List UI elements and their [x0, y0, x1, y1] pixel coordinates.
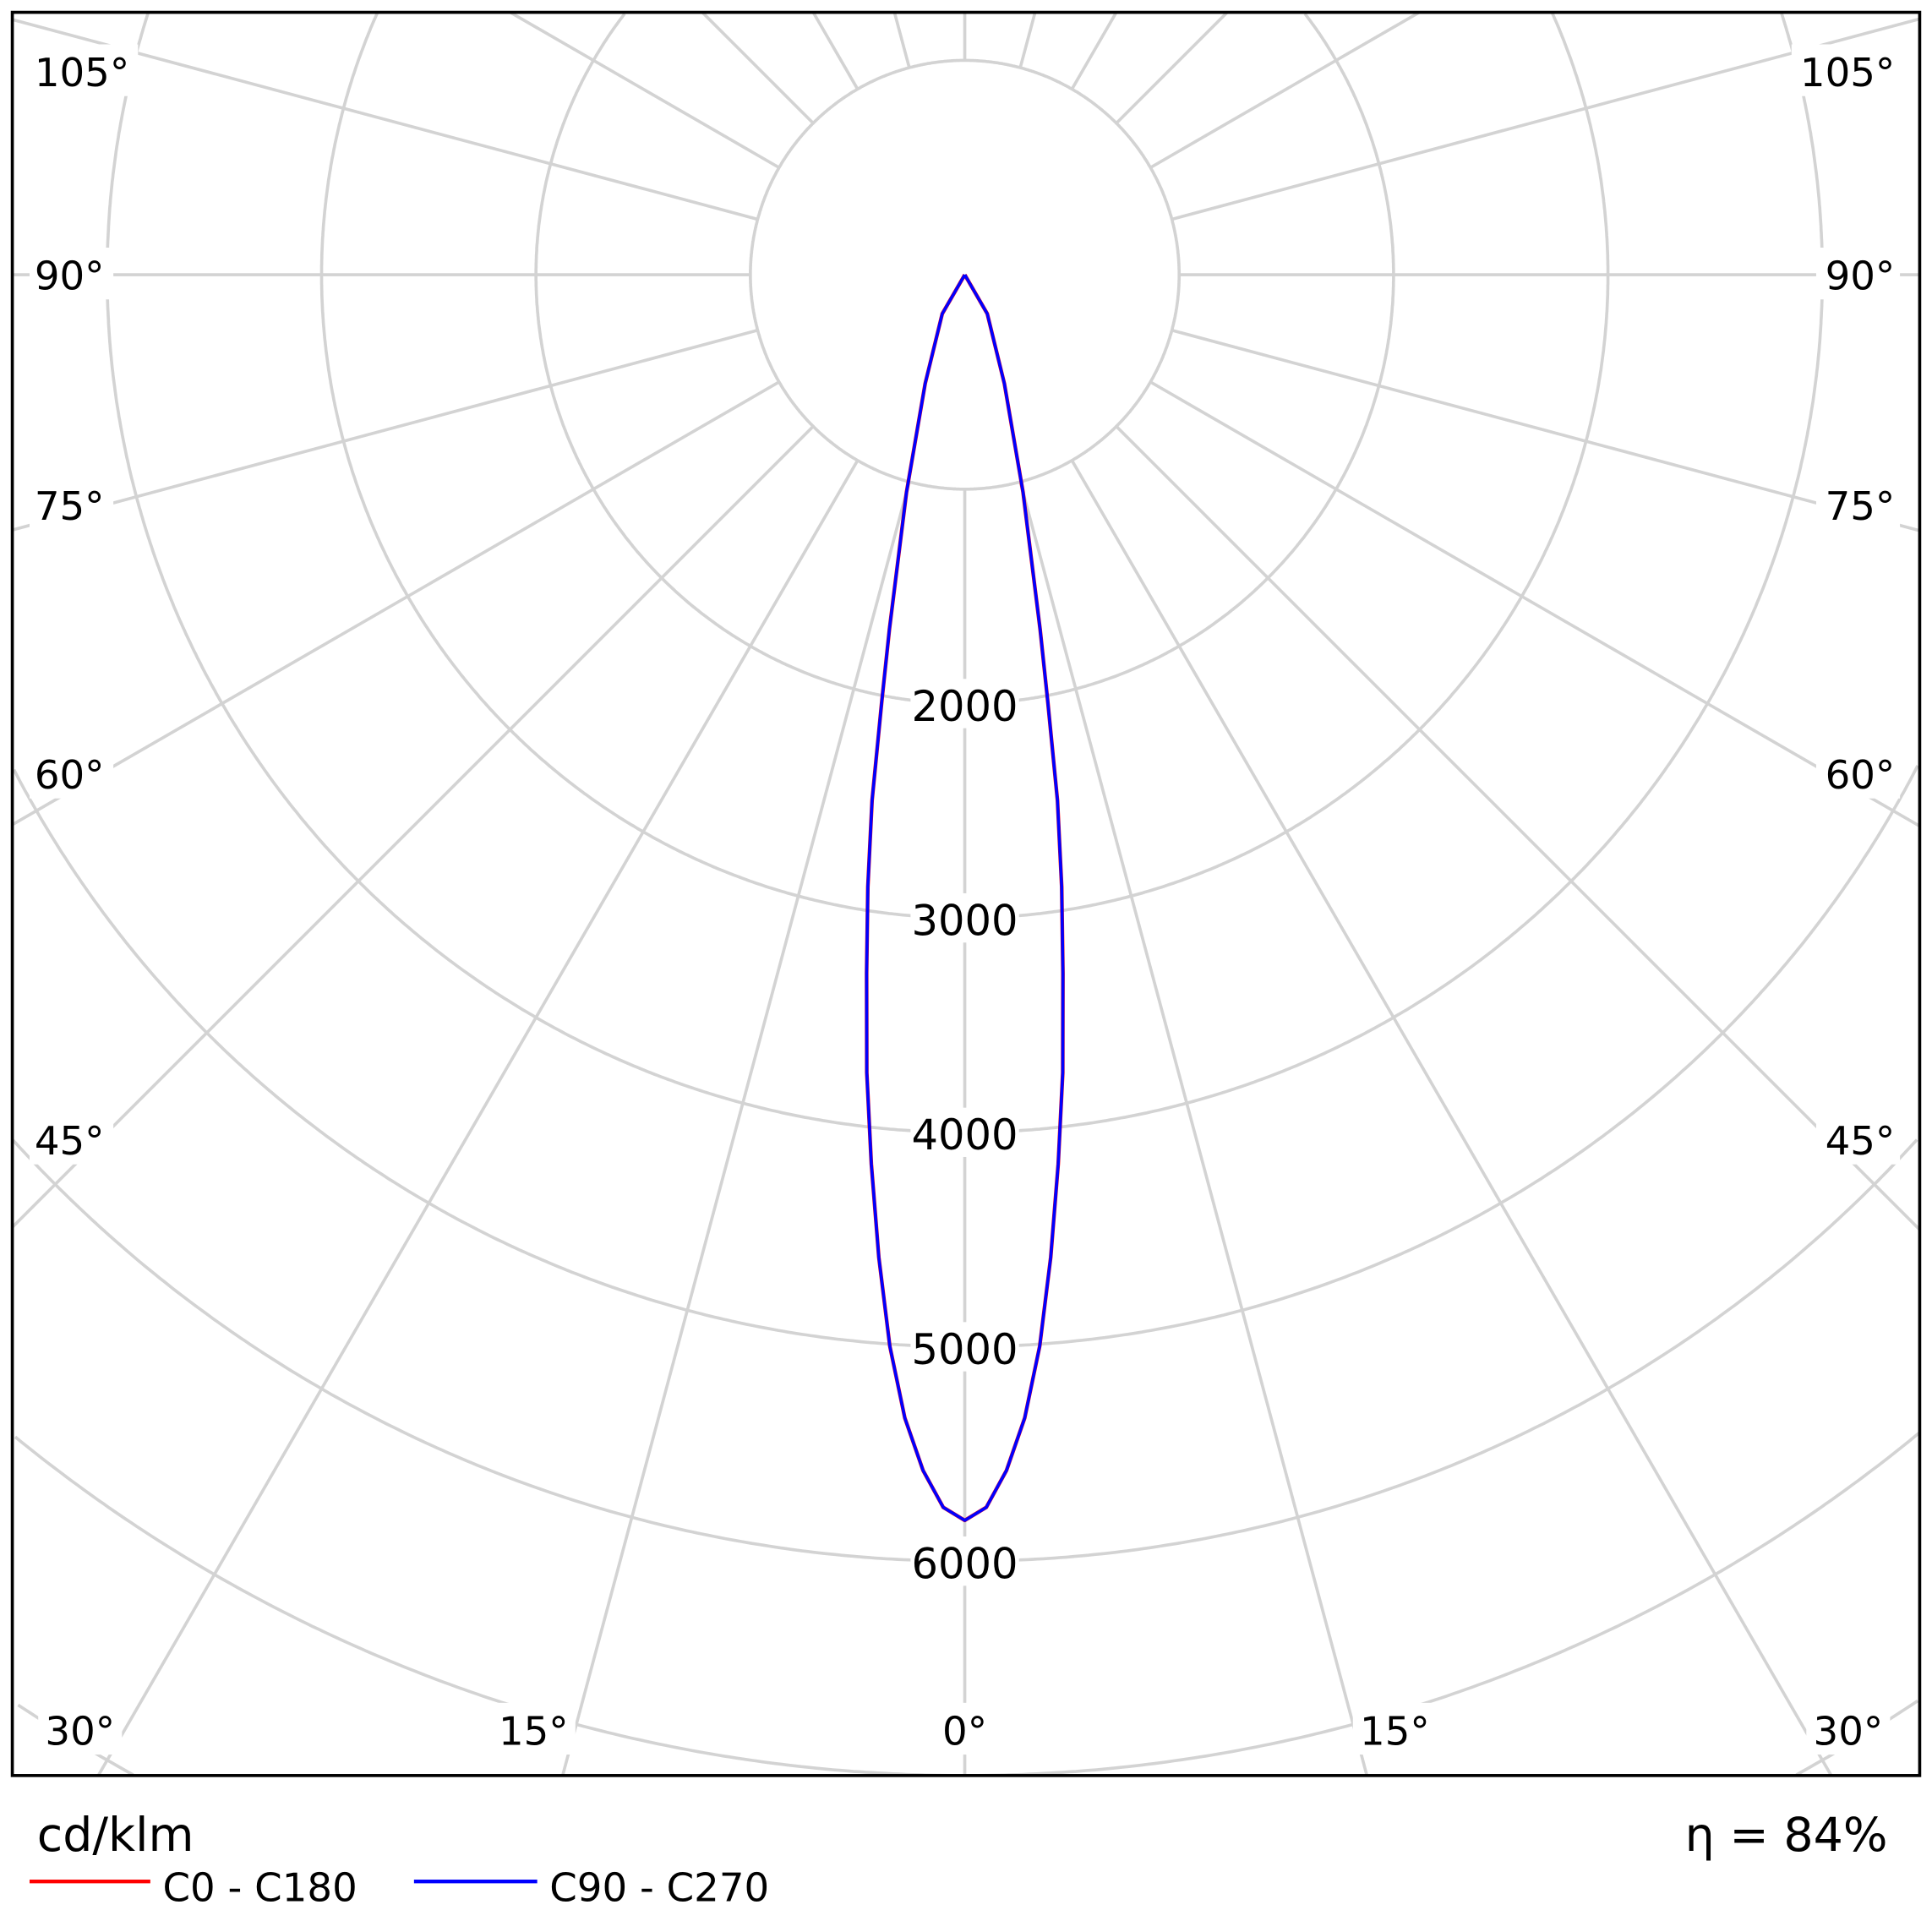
grid-spoke	[560, 481, 911, 1776]
angle-label-bg	[1806, 1702, 1891, 1755]
curves	[865, 274, 1065, 1523]
angle-label: 15°	[1360, 1709, 1430, 1755]
angle-label: 105°	[1800, 51, 1895, 96]
radial-tick-label: 6000	[911, 1540, 1018, 1589]
grid-spoke	[1149, 380, 1920, 828]
angle-label: 30°	[1814, 1709, 1884, 1755]
radial-tick-label: 4000	[911, 1111, 1018, 1160]
tick-label-bg	[910, 1322, 1019, 1372]
grid-ring	[14, 1431, 1920, 1776]
angle-label-bg	[1815, 478, 1901, 530]
angle-label: 15°	[499, 1709, 569, 1755]
angle-label-bg	[29, 1112, 114, 1165]
tick-label-bg	[910, 679, 1019, 729]
grid-spoke	[12, 329, 758, 532]
tick-label-bg	[910, 1107, 1019, 1157]
series-curve-c90-c270	[865, 274, 1065, 1522]
tick-label-bg	[910, 1536, 1019, 1586]
grid-spoke	[811, 12, 860, 90]
angle-label: 75°	[1826, 484, 1896, 530]
angle-label: 30°	[45, 1709, 115, 1755]
legend-label-c0-c180: C0 - C180	[162, 1866, 357, 1912]
angle-label-bg	[1791, 44, 1901, 96]
angle-label-bg	[29, 478, 114, 530]
radial-tick-label: 5000	[911, 1325, 1018, 1374]
angle-label: 90°	[1826, 254, 1896, 300]
angle-label: 75°	[35, 484, 105, 530]
grid-spoke	[12, 380, 780, 827]
angle-labels: 105° 90° 75° 60° 45° 105° 90° 75° 60° 45° 30° 15° 0°…	[29, 44, 1901, 1755]
grid-spoke	[1115, 425, 1920, 1231]
grid-ring	[319, 12, 1610, 920]
angle-label-bg	[29, 248, 114, 300]
grid-spoke	[701, 12, 815, 125]
angle-label-bg	[1815, 248, 1901, 300]
angle-label-bg	[38, 1702, 123, 1755]
unit-label: cd/klm	[37, 1809, 194, 1863]
legend-label-c90-c270: C90 - C270	[549, 1866, 769, 1912]
grid-spoke	[892, 12, 911, 68]
grid-spoke	[96, 459, 860, 1776]
grid-ring	[534, 13, 1395, 706]
angle-label: 105°	[35, 51, 129, 96]
grid-spoke	[509, 12, 780, 169]
angle-label: 60°	[35, 753, 105, 799]
grid-spoke	[1171, 329, 1920, 532]
plot-frame	[10, 10, 1922, 1777]
angle-label: 45°	[35, 1119, 105, 1165]
angle-label-bg	[1815, 1112, 1901, 1165]
angle-label: 0°	[942, 1709, 987, 1755]
radial-tick-labels: 2000 3000 4000 5000 6000	[910, 679, 1019, 1589]
grid-spoke	[1070, 459, 1833, 1776]
angle-label: 45°	[1826, 1119, 1896, 1165]
grid-spoke	[1018, 481, 1369, 1776]
angle-label: 60°	[1826, 753, 1896, 799]
grid-spoke	[1149, 12, 1421, 169]
grid-spoke	[12, 425, 815, 1229]
grid-spoke	[1070, 12, 1118, 90]
grid-spoke	[1018, 12, 1037, 68]
radial-tick-label: 3000	[911, 897, 1018, 946]
angle-label: 90°	[35, 254, 105, 300]
angle-label-bg	[29, 746, 114, 799]
tick-label-bg	[910, 892, 1019, 943]
angle-label-bg	[1815, 746, 1901, 799]
angle-label-bg	[935, 1702, 995, 1755]
angle-label-bg	[1352, 1702, 1437, 1755]
angle-label-bg	[491, 1702, 576, 1755]
radial-tick-label: 2000	[911, 682, 1018, 731]
grid-spoke	[1115, 12, 1229, 125]
angle-label-bg	[29, 44, 139, 96]
efficiency-label: η = 84%	[1685, 1809, 1888, 1863]
